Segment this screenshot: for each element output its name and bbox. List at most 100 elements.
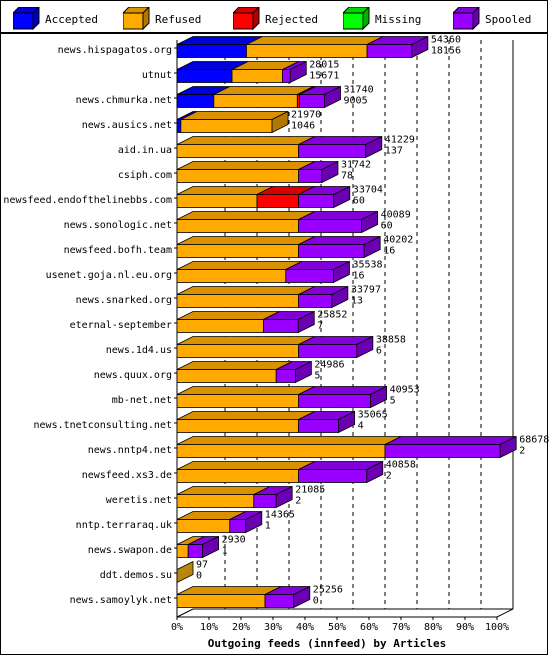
bar-top <box>176 236 315 245</box>
data-label-total: 21085 <box>295 485 325 496</box>
bar-side <box>361 210 379 234</box>
x-tick-label: 60% <box>360 622 378 633</box>
data-label-secondary: 16 <box>352 271 364 282</box>
data-label-secondary: 0 <box>196 571 202 582</box>
bar-side <box>338 410 355 434</box>
data-label-total: 28015 <box>309 60 339 71</box>
category-label: utnut <box>142 70 172 81</box>
bar-segment <box>298 144 367 158</box>
bar-side <box>333 185 351 209</box>
bar-side <box>365 135 383 159</box>
bar-segment <box>298 294 333 308</box>
bar-segment <box>298 194 335 208</box>
data-label-secondary: 15671 <box>309 71 339 82</box>
bar-segment <box>176 94 215 108</box>
category-label: csiph.com <box>118 170 172 181</box>
bar-top <box>176 361 293 370</box>
bar-side <box>366 460 384 484</box>
bar-segment <box>298 169 323 183</box>
bar-top <box>176 211 315 220</box>
category-label: news.nntp4.net <box>88 445 172 456</box>
data-label-total: 25852 <box>317 310 347 321</box>
data-label-secondary: 78 <box>341 171 353 182</box>
data-label-secondary: 13 <box>351 296 363 307</box>
bar-segment <box>176 344 299 358</box>
bar-segment <box>176 119 182 133</box>
bar-segment <box>264 594 295 608</box>
category-label: nntp.terraraq.uk <box>76 520 172 531</box>
category-label: news.hispagatos.org <box>58 45 172 56</box>
bar-segment <box>176 519 231 533</box>
bar-segment <box>256 194 299 208</box>
category-label: news.swapon.de <box>88 545 172 556</box>
data-label-secondary: 6 <box>376 346 382 357</box>
data-label-secondary: 1 <box>222 546 228 557</box>
data-label-total: 33797 <box>351 285 381 296</box>
category-label: newsfeed.endofthelinebbs.com <box>3 195 172 206</box>
bar-top <box>176 336 315 345</box>
data-label-secondary: 18156 <box>431 46 461 57</box>
data-label-total: 40858 <box>386 460 416 471</box>
bar-side <box>356 335 374 359</box>
x-tick-label: 70% <box>392 622 410 633</box>
bar-segment <box>176 319 264 333</box>
data-label-total: 24986 <box>314 360 344 371</box>
bar-segment <box>176 494 255 508</box>
bar-segment <box>298 344 358 358</box>
bar-side <box>245 510 263 534</box>
bar-top <box>384 436 517 445</box>
legend-swatch <box>13 7 40 31</box>
bar-segment <box>213 94 298 108</box>
category-label: newsfeed.bofh.team <box>64 245 172 256</box>
bar-segment <box>176 269 287 283</box>
bar-side <box>293 585 311 609</box>
bar-top <box>176 136 315 145</box>
data-label-total: 2930 <box>222 535 246 546</box>
legend-label: Missing <box>375 13 422 26</box>
data-label-total: 38858 <box>376 335 406 346</box>
bar-top <box>246 36 384 45</box>
data-label-total: 31740 <box>344 85 374 96</box>
bar-side <box>363 235 381 259</box>
data-label-total: 68678 <box>519 435 549 446</box>
bar-segment <box>298 394 372 408</box>
bar-segment <box>176 169 299 183</box>
category-label: news.snarked.org <box>76 295 172 306</box>
bar-top <box>180 111 289 120</box>
category-label: newsfeed.xs3.de <box>82 470 172 481</box>
bar-segment <box>176 194 258 208</box>
bar-segment <box>298 469 368 483</box>
bar-segment <box>246 44 368 58</box>
bar-side <box>289 60 307 84</box>
bar-top <box>176 386 315 395</box>
category-label: mb-net.net <box>112 395 172 406</box>
data-label-total: 33704 <box>353 185 383 196</box>
x-tick-label: 10% <box>200 622 218 633</box>
bar-segment <box>187 544 203 558</box>
x-tick-label: 50% <box>328 622 346 633</box>
bar-top <box>176 586 282 595</box>
x-tick-label: 100% <box>485 622 509 633</box>
legend-swatch <box>123 7 150 31</box>
bar-side <box>411 35 429 59</box>
data-label-secondary: 1046 <box>291 121 315 132</box>
bar-segment <box>176 469 299 483</box>
bar-segment <box>299 94 325 108</box>
bar-top <box>176 286 315 295</box>
data-label-secondary: 0 <box>313 596 319 607</box>
data-label-total: 40089 <box>381 210 411 221</box>
bar-top <box>176 436 402 445</box>
